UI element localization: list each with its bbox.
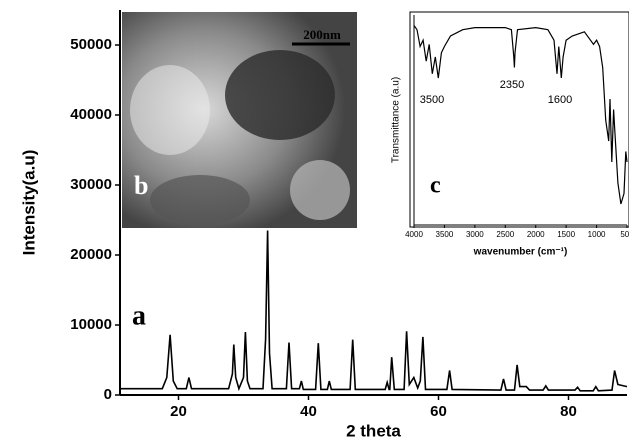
inset-background — [410, 12, 629, 227]
x-axis-label: wavenumber (cm⁻¹) — [473, 247, 568, 258]
y-tick-label: 50000 — [70, 36, 112, 53]
x-tick-label: 2000 — [527, 230, 545, 239]
y-tick-label: 20000 — [70, 246, 112, 263]
x-tick-label: 3500 — [436, 230, 454, 239]
x-tick-label: 1500 — [557, 230, 575, 239]
y-axis-label: Intensity(a.u) — [19, 150, 38, 256]
x-tick-label: 2500 — [496, 230, 514, 239]
data-line — [413, 25, 628, 205]
x-axis-label: 2 theta — [346, 421, 401, 440]
peak-label: 2350 — [500, 79, 524, 91]
sem-bright-region — [130, 65, 210, 155]
y-tick-label: 30000 — [70, 176, 112, 193]
scale-bar-label: 200nm — [303, 27, 341, 42]
peak-label: 3500 — [420, 94, 444, 106]
x-tick-label: 80 — [560, 403, 577, 420]
panel-label: a — [132, 300, 146, 331]
peak-label: 1600 — [548, 94, 572, 106]
x-tick-label: 1000 — [588, 230, 606, 239]
y-tick-label: 40000 — [70, 106, 112, 123]
panel-label: b — [134, 171, 148, 200]
x-tick-label: 60 — [430, 403, 447, 420]
y-tick-label: 10000 — [70, 316, 112, 333]
x-tick-label: 500 — [620, 230, 629, 239]
sem-inset: 200nm b — [122, 12, 357, 228]
y-axis-label: Transmittance (a.u) — [391, 77, 402, 163]
inset-frame — [409, 11, 629, 228]
x-tick-label: 20 — [170, 403, 187, 420]
x-tick-label: 40 — [300, 403, 317, 420]
y-tick-label: 0 — [104, 386, 112, 403]
sem-bright-region — [290, 160, 350, 220]
sem-dark-region — [225, 50, 335, 140]
x-tick-label: 3000 — [466, 230, 484, 239]
panel-label: c — [430, 173, 441, 199]
sem-dark-region — [150, 175, 250, 225]
x-tick-label: 4000 — [405, 230, 423, 239]
data-line — [120, 230, 628, 392]
